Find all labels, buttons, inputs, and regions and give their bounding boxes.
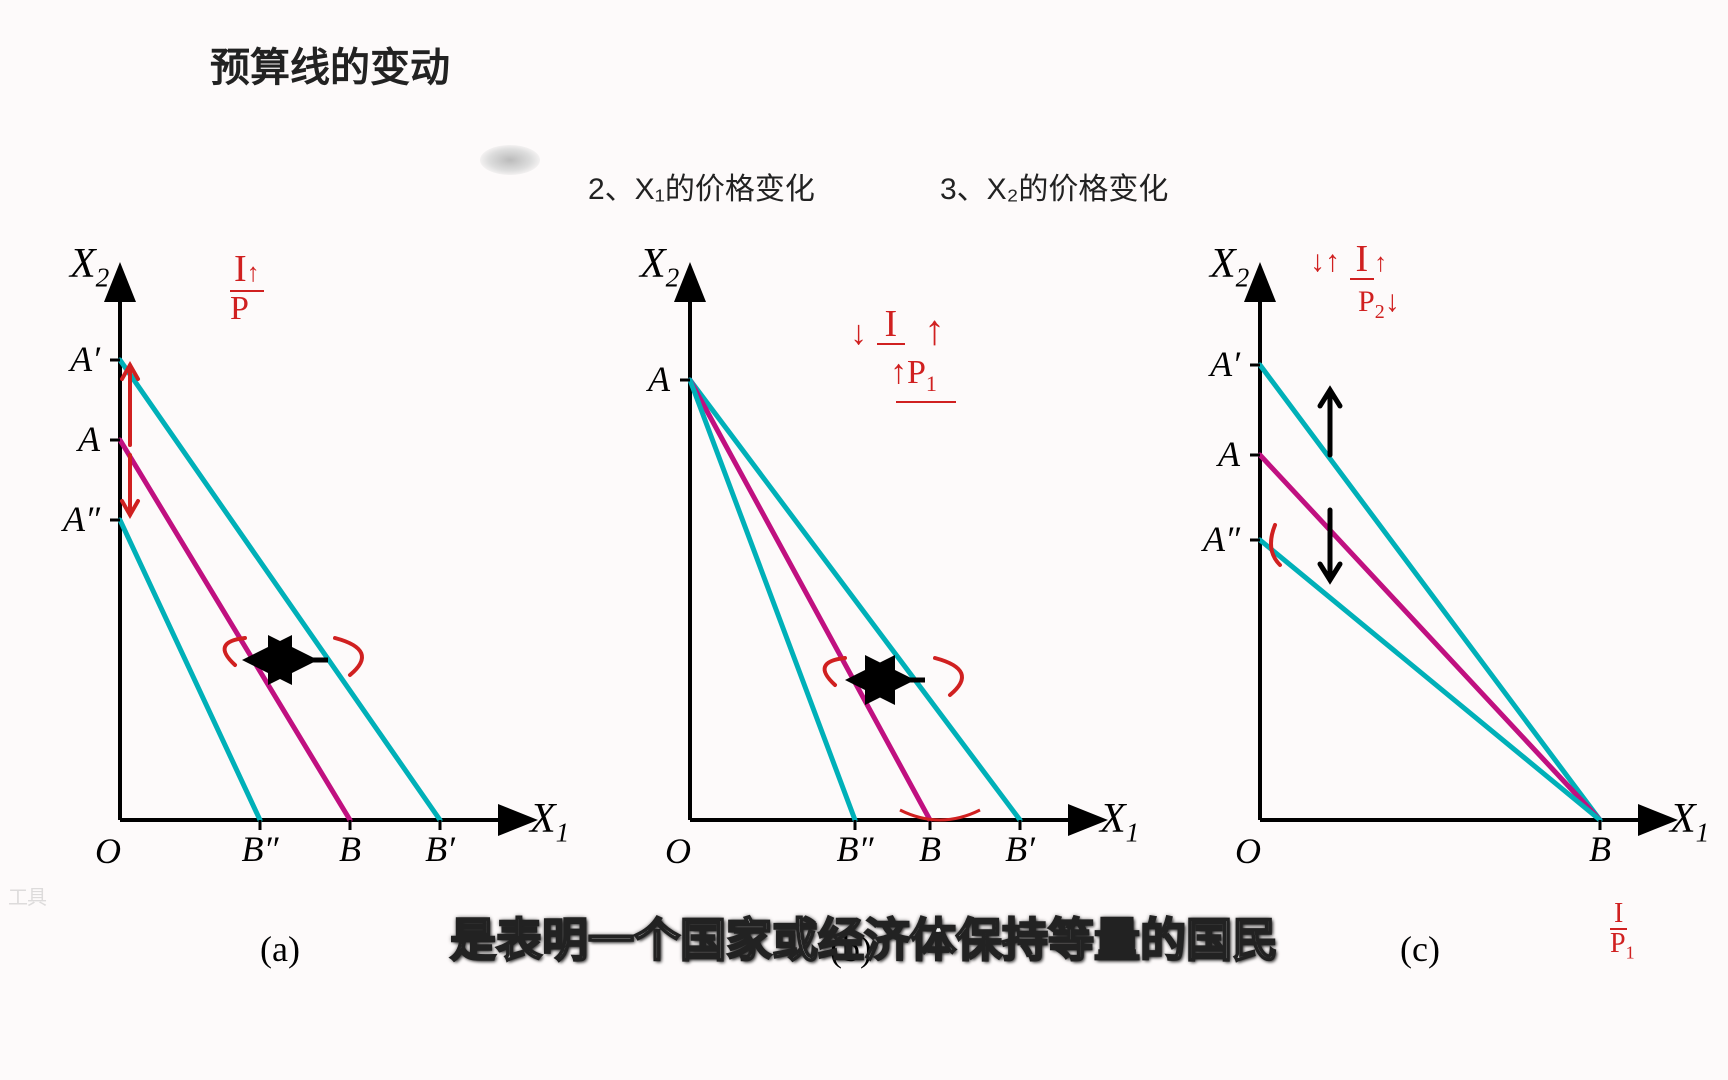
y-tick-label: A: [600, 358, 670, 400]
y-tick-label: A″: [1170, 518, 1240, 560]
y-axis-label: X2: [1210, 240, 1249, 293]
red-annotation-a: I↑ P: [230, 250, 264, 326]
y-axis-label: X2: [70, 240, 109, 293]
x-tick-label: B″: [825, 828, 885, 870]
origin-label: O: [95, 830, 121, 872]
x-tick-label: B: [320, 828, 380, 870]
red-annotation-b: ↓ I ↑ ↑P1: [850, 305, 956, 403]
y-tick-label: A′: [30, 338, 100, 380]
subtitle-2: 2、X₁的价格变化: [588, 164, 815, 208]
y-tick-label: A″: [30, 498, 100, 540]
x-tick-label: B: [900, 828, 960, 870]
eraser-smudge: [480, 145, 540, 175]
origin-label: O: [1235, 830, 1261, 872]
page-root: 预算线的变动 2、X₁的价格变化 3、X₂的价格变化 X2 X1 O (a) I…: [0, 0, 1728, 1080]
red-annotation-c-corner: I P1: [1610, 900, 1635, 962]
video-caption: 是表明一个国家或经济体保持等量的国民: [450, 904, 1278, 970]
panel-a-label: (a): [260, 928, 300, 970]
x-axis-label: X1: [530, 795, 569, 848]
x-tick-label: B′: [410, 828, 470, 870]
x-axis-label: X1: [1670, 795, 1709, 848]
y-tick-label: A′: [1170, 343, 1240, 385]
watermark: 工具: [8, 881, 46, 910]
x-tick-label: B″: [230, 828, 290, 870]
origin-label: O: [665, 830, 691, 872]
x-tick-label: B′: [990, 828, 1050, 870]
subtitle-3: 3、X₂的价格变化: [940, 164, 1168, 208]
panel-c-label: (c): [1400, 928, 1440, 970]
y-axis-label: X2: [640, 240, 679, 293]
x-axis-label: X1: [1100, 795, 1139, 848]
x-tick-label: B: [1570, 828, 1630, 870]
y-tick-label: A: [30, 418, 100, 460]
y-tick-label: A: [1170, 433, 1240, 475]
page-title: 预算线的变动: [210, 35, 450, 93]
red-annotation-c: ↓↑ I↑ P2↓: [1310, 240, 1400, 322]
